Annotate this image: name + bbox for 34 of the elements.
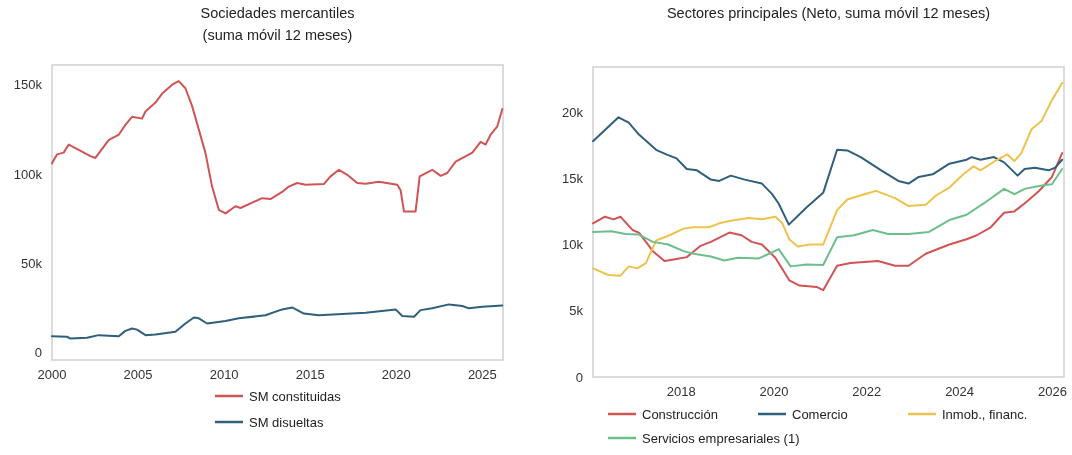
legend-label: Construcción [642,406,718,422]
x-tick-label: 2026 [1037,384,1067,399]
y-tick-label: 150k [13,77,43,93]
x-tick-label: 2024 [945,384,975,399]
line-series [592,152,1064,292]
x-tick-label: 2000 [37,367,67,382]
legend-label: SM constituidas [249,388,342,404]
x-tick-label: 2020 [381,367,411,382]
line-series [592,168,1064,268]
x-tick-label: 2005 [123,367,153,382]
x-tick-label: 2015 [295,367,325,382]
y-tick-label: 50k [21,256,43,271]
y-tick-label: 20k [562,104,584,120]
line-series [51,303,504,340]
y-tick-label: 0 [575,369,583,385]
y-tick-label: 100k [13,166,43,182]
chart-title: Sociedades mercantiles (suma móvil 12 meses) [200,5,355,43]
legend-label: SM disueltas [249,414,324,430]
x-tick-label: 2025 [467,367,497,382]
x-tick-label: 2010 [209,367,239,382]
x-tick-label: 2020 [759,384,789,399]
y-tick-label: 0 [34,345,42,361]
x-tick-label: 2022 [852,384,882,399]
chart-title: Sectores principales (Neto, suma móvil 12 meses) [666,5,991,21]
line-series [51,80,504,215]
legend-label: Comercio [792,406,848,422]
y-tick-label: 15k [562,170,584,186]
line-series [592,116,1064,226]
y-tick-label: 10k [562,237,584,253]
x-tick-label: 2018 [666,384,696,399]
legend-label: Servicios empresariales (1) [642,430,800,446]
legend-label: Inmob., financ. [942,406,1028,422]
line-series [592,81,1064,277]
y-tick-label: 5k [569,303,584,319]
